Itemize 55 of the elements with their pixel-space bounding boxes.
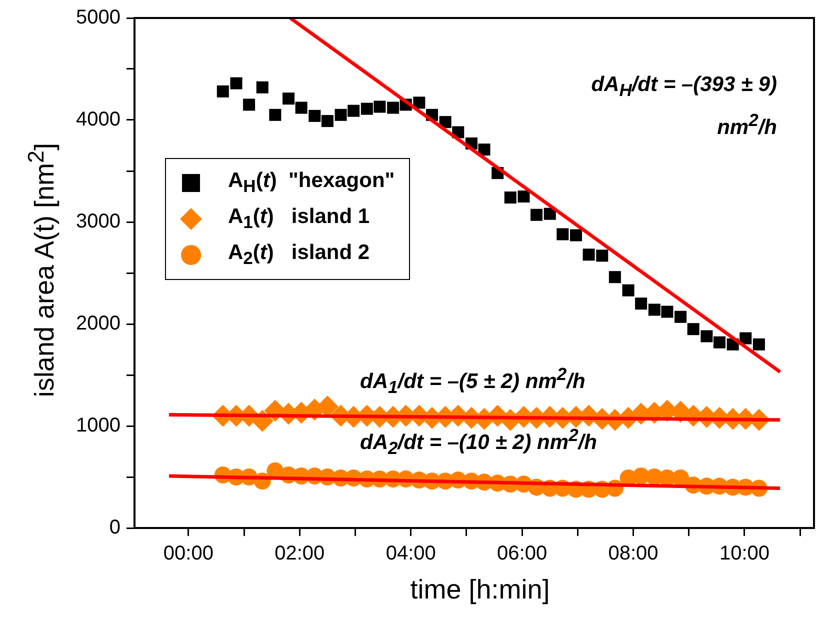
point: [740, 332, 752, 344]
point: [360, 102, 373, 115]
point: [216, 85, 229, 98]
point: [596, 250, 608, 262]
point: [556, 228, 569, 240]
point: [687, 323, 700, 336]
point: [230, 77, 242, 90]
legend-label: A$_{H}$(t) "hexagon": [228, 168, 395, 198]
point: [243, 98, 256, 111]
annotation: dA$_{1}$/dt = –(5 ± 2) nm$^{2}$/h: [360, 364, 586, 398]
point: [478, 144, 490, 156]
point: [413, 96, 426, 109]
x-tick-label: 10:00: [719, 542, 770, 565]
y-tick-label: 2000: [76, 312, 120, 335]
point: [269, 108, 282, 121]
point: [504, 192, 516, 204]
point: [635, 298, 648, 310]
legend-label: A$_{2}$(t) island 2: [228, 240, 370, 270]
y-tick-label: 5000: [76, 6, 120, 29]
point: [674, 310, 687, 323]
x-tick-label: 02:00: [274, 542, 325, 565]
y-tick-label: 4000: [76, 108, 120, 131]
point: [582, 248, 595, 261]
point: [374, 100, 386, 113]
x-tick-label: 04:00: [386, 542, 436, 565]
annotation: dA$_{H}$/dt = –(393 ± 9) nm$^{2}$/h: [590, 72, 777, 142]
annotation: dA$_{2}$/dt = –(10 ± 2) nm$^{2}$/h: [360, 425, 597, 460]
point: [648, 304, 660, 316]
point: [308, 110, 321, 122]
point: [570, 229, 582, 242]
x-tick-label: 08:00: [608, 542, 658, 565]
point: [295, 102, 308, 114]
y-tick-label: 0: [109, 516, 120, 539]
point: [622, 284, 634, 296]
point: [518, 190, 530, 203]
point: [752, 338, 765, 350]
point: [530, 208, 543, 221]
x-tick-label: 06:00: [497, 542, 548, 565]
point: [321, 115, 334, 128]
point: [608, 271, 621, 284]
y-tick-label: 3000: [76, 210, 120, 233]
point: [713, 336, 726, 348]
x-tick-label: 00:00: [163, 542, 214, 565]
point: [348, 104, 360, 117]
point: [256, 81, 268, 94]
point: [282, 92, 295, 105]
point: [439, 116, 452, 128]
point: [700, 330, 713, 342]
y-tick-label: 1000: [76, 414, 120, 437]
point: [334, 108, 347, 121]
x-axis-title: time [h:min]: [410, 574, 550, 606]
point: [544, 208, 556, 220]
legend-label: A$_{1}$(t) island 1: [228, 204, 370, 234]
point: [661, 306, 674, 318]
point: [387, 102, 400, 114]
